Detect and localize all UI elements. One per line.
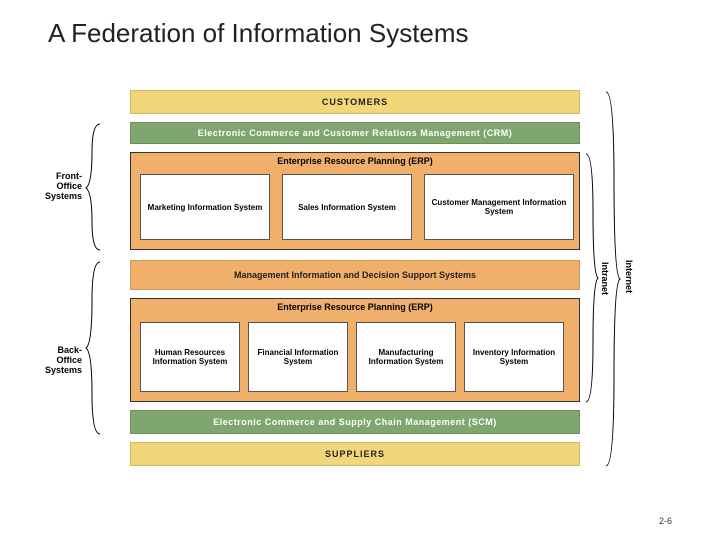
slide-number: 2-6 (659, 516, 672, 526)
brace-front-office (84, 122, 102, 252)
customers-band: CUSTOMERS (130, 90, 580, 114)
hr-is-box: Human Resources Information System (140, 322, 240, 392)
intranet-label: Intranet (600, 262, 610, 295)
suppliers-band: SUPPLIERS (130, 442, 580, 466)
customer-mgmt-is-box: Customer Management Information System (424, 174, 574, 240)
marketing-is-box: Marketing Information System (140, 174, 270, 240)
internet-label: Internet (624, 260, 634, 293)
diagram-canvas: Front-Office Systems Back-Office Systems… (0, 70, 720, 500)
brace-intranet (584, 152, 600, 404)
manufacturing-is-box: Manufacturing Information System (356, 322, 456, 392)
front-office-label: Front-Office Systems (34, 172, 82, 202)
crm-band: Electronic Commerce and Customer Relatio… (130, 122, 580, 144)
erp-label-lower: Enterprise Resource Planning (ERP) (130, 302, 580, 312)
sales-is-box: Sales Information System (282, 174, 412, 240)
scm-band: Electronic Commerce and Supply Chain Man… (130, 410, 580, 434)
back-office-label: Back-Office Systems (34, 346, 82, 376)
inventory-is-box: Inventory Information System (464, 322, 564, 392)
mis-band: Management Information and Decision Supp… (130, 260, 580, 290)
erp-label-upper: Enterprise Resource Planning (ERP) (130, 156, 580, 166)
brace-back-office (84, 260, 102, 436)
financial-is-box: Financial Information System (248, 322, 348, 392)
page-title: A Federation of Information Systems (48, 18, 469, 49)
